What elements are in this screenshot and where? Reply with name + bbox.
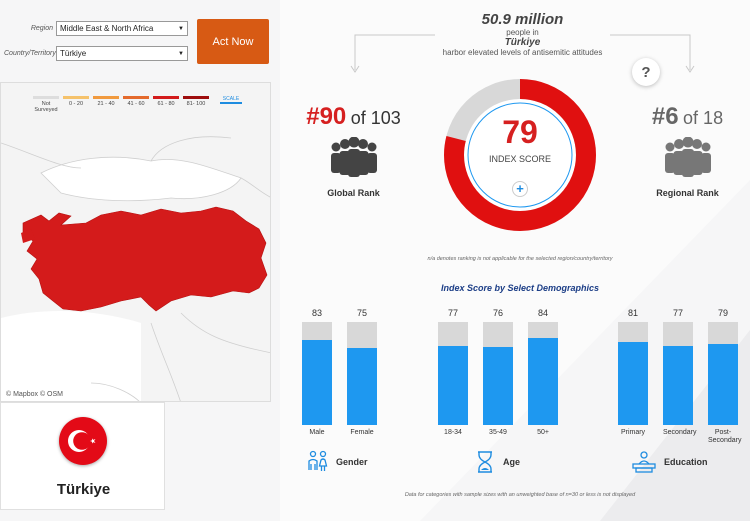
bar-fill <box>302 339 332 425</box>
chevron-down-icon: ▼ <box>178 50 184 57</box>
headline-number: 50.9 million <box>481 11 564 28</box>
bar-male: 83 Male <box>302 308 332 437</box>
bar-value: 79 <box>717 308 728 318</box>
bar-category: 50+ <box>537 429 549 436</box>
bar-category: Primary <box>620 429 646 436</box>
map-legend: Not Surveyed 0 - 20 21 - 40 41 - 60 61 -… <box>31 96 211 113</box>
bar-age-18-34: 77 18-34 <box>438 308 468 437</box>
index-score-label: INDEX SCORE <box>488 154 551 164</box>
question-icon[interactable]: ? <box>632 58 660 86</box>
legend-item: 0 - 20 <box>61 96 91 113</box>
bar-category: Post-Secondary <box>708 429 742 444</box>
bar-fill <box>663 345 693 425</box>
bar-category: Female <box>350 429 374 436</box>
footnote: Data for categories with sample sizes wi… <box>404 492 636 498</box>
bar-value: 83 <box>311 308 322 318</box>
headline-people-in: people in <box>506 28 539 37</box>
bar-category: 35-49 <box>489 429 507 436</box>
group-gender-label: Gender <box>336 457 368 467</box>
plus-icon[interactable]: + <box>512 181 528 197</box>
bar-edu-secondary: 77 Secondary <box>663 308 697 437</box>
group-gender[interactable]: Gender <box>306 450 368 474</box>
global-rank-of: of 103 <box>350 108 401 128</box>
group-age[interactable]: Age <box>473 450 520 474</box>
demographics-title: Index Score by Select Demographics <box>440 283 600 293</box>
headline: 50.9 million people in Türkiye harbor el… <box>400 11 645 57</box>
bar-value: 84 <box>537 308 548 318</box>
country-select-value: Türkiye <box>60 49 87 58</box>
bar-value: 77 <box>672 308 683 318</box>
group-education[interactable]: Education <box>630 450 708 474</box>
country-name: Türkiye <box>56 481 111 498</box>
bar-category: 18-34 <box>444 429 462 436</box>
map-credit[interactable]: © Mapbox © OSM <box>6 391 63 398</box>
index-score: 79 INDEX SCORE <box>440 116 600 164</box>
country-label: Country/Territory <box>4 50 56 57</box>
country-card: Türkiye <box>0 402 165 510</box>
bar-edu-primary: 81 Primary <box>618 308 648 437</box>
bar-value: 75 <box>356 308 367 318</box>
region-select-value: Middle East & North Africa <box>60 24 154 33</box>
region-label: Region <box>30 25 53 32</box>
bar-category: Secondary <box>663 429 697 436</box>
legend-item: 61 - 80 <box>151 96 181 113</box>
legend-item: 21 - 40 <box>91 96 121 113</box>
bar-category: Male <box>309 429 325 436</box>
regional-rank-label: Regional Rank <box>656 188 719 198</box>
group-education-label: Education <box>664 457 708 467</box>
bar-fill <box>483 346 513 425</box>
regional-rank-of: of 18 <box>683 108 724 128</box>
headline-description: harbor elevated levels of antisemitic at… <box>442 48 603 57</box>
country-filter: Country/Territory Türkiye ▼ <box>4 46 188 61</box>
global-rank-number: #90 <box>306 103 347 130</box>
bar-edu-post-secondary: 79 Post-Secondary <box>708 308 742 445</box>
map-graphic <box>1 136 270 401</box>
headline-country: Türkiye <box>504 37 541 48</box>
bar-fill <box>347 347 377 425</box>
na-note: n/a denotes ranking is not applicable fo… <box>427 256 613 262</box>
regional-rank: #6 of 18 Regional Rank <box>630 103 745 198</box>
headline-connector <box>350 34 695 73</box>
region-filter: Region Middle East & North Africa ▼ <box>4 21 188 36</box>
country-map[interactable]: Not Surveyed 0 - 20 21 - 40 41 - 60 61 -… <box>0 82 271 402</box>
bar-fill <box>438 345 468 425</box>
bar-value: 76 <box>492 308 503 318</box>
index-score-ring <box>444 79 596 231</box>
education-icon <box>632 451 656 473</box>
country-select[interactable]: Türkiye ▼ <box>56 46 188 61</box>
act-now-button[interactable]: Act Now <box>197 19 269 64</box>
scale-button[interactable]: SCALE <box>220 96 242 104</box>
people-group-icon <box>664 136 711 177</box>
bar-fill <box>618 341 648 425</box>
region-select[interactable]: Middle East & North Africa ▼ <box>56 21 188 36</box>
legend-item: 41 - 60 <box>121 96 151 113</box>
legend-item: 81- 100 <box>181 96 211 113</box>
bar-fill <box>528 338 558 425</box>
legend-item: Not Surveyed <box>31 96 61 113</box>
bar-fill <box>708 343 738 425</box>
chevron-down-icon: ▼ <box>178 25 184 32</box>
bar-age-50-plus: 84 50+ <box>528 308 558 437</box>
global-rank-label: Global Rank <box>327 188 380 198</box>
people-group-icon <box>330 136 377 177</box>
group-age-label: Age <box>503 457 521 467</box>
gender-icon <box>308 450 328 471</box>
index-score-arc <box>444 79 596 231</box>
global-rank: #90 of 103 Global Rank <box>296 103 411 198</box>
bar-female: 75 Female <box>347 308 377 437</box>
bar-value: 81 <box>627 308 638 318</box>
turkiye-shape <box>22 206 268 312</box>
index-score-value: 79 <box>502 114 538 150</box>
bar-age-35-49: 76 35-49 <box>483 308 513 437</box>
crescent-star-flag-icon <box>59 417 107 465</box>
bar-value: 77 <box>447 308 458 318</box>
hourglass-icon <box>478 451 492 473</box>
regional-rank-number: #6 <box>651 103 679 130</box>
